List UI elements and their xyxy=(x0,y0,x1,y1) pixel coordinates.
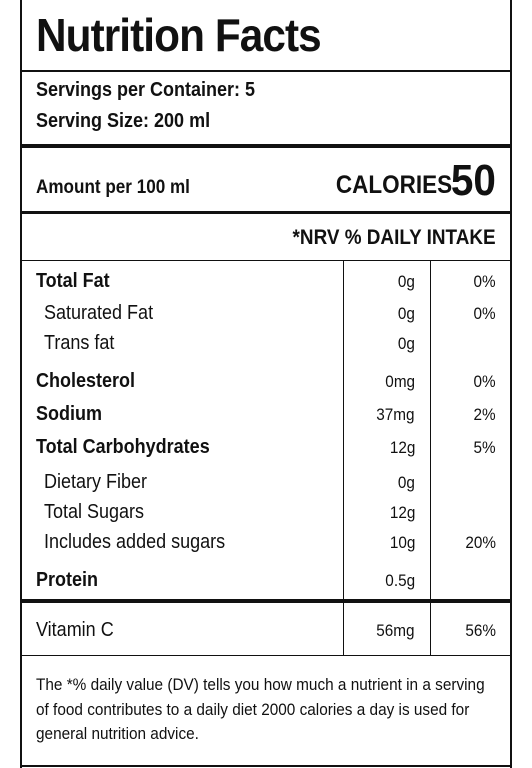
nutrient-name: Saturated Fat xyxy=(44,302,154,324)
footnote-line: of food contributes to a daily diet 2000… xyxy=(36,700,470,719)
nutrient-amount: 12g xyxy=(389,438,415,457)
calories-label: CALORIES xyxy=(335,171,452,199)
nutrient-row: Total Sugars 12g xyxy=(22,501,510,529)
thick-divider xyxy=(22,144,510,148)
divider xyxy=(22,211,510,214)
nutrient-name: Sodium xyxy=(36,403,103,425)
nrv-header: *NRV % DAILY INTAKE xyxy=(292,226,496,249)
nutrient-amount: 37mg xyxy=(376,405,415,424)
nutrient-name: Total Carbohydrates xyxy=(36,436,210,458)
nutrient-dv: 0% xyxy=(473,304,496,323)
nutrient-name: Cholesterol xyxy=(36,370,136,392)
footnote: The *% daily value (DV) tells you how mu… xyxy=(36,673,485,747)
footnote-line: general nutrition advice. xyxy=(36,725,199,743)
nutrient-dv: 0% xyxy=(473,272,496,291)
nutrient-name: Trans fat xyxy=(44,332,115,354)
vitamin-dv: 56% xyxy=(465,621,496,640)
nutrient-name: Protein xyxy=(36,569,99,591)
nutrient-row: Includes added sugars 10g 20% xyxy=(22,531,510,559)
nutrition-label: Nutrition Facts Servings per Container: … xyxy=(20,0,512,768)
serving-size: Serving Size: 200 ml xyxy=(36,110,211,132)
calories-value: 50 xyxy=(450,156,496,205)
nutrient-amount: 10g xyxy=(389,533,415,552)
nutrient-name: Total Fat xyxy=(36,270,110,292)
nutrient-row: Dietary Fiber 0g xyxy=(22,471,510,499)
nutrient-row: Total Carbohydrates 12g 5% xyxy=(22,436,510,464)
nutrient-row: Saturated Fat 0g 0% xyxy=(22,302,510,330)
divider xyxy=(22,655,510,656)
nutrient-amount: 0g xyxy=(397,473,415,492)
nutrient-row: Total Fat 0g 0% xyxy=(22,270,510,298)
nutrient-dv: 2% xyxy=(473,405,496,424)
nutrient-name: Total Sugars xyxy=(44,501,145,523)
nutrient-row: Cholesterol 0mg 0% xyxy=(22,370,510,398)
nutrient-dv: 5% xyxy=(473,438,496,457)
column-divider xyxy=(430,261,431,656)
divider xyxy=(22,765,510,767)
nutrient-name: Dietary Fiber xyxy=(44,471,148,493)
nutrient-amount: 0g xyxy=(397,272,415,291)
amount-per: Amount per 100 ml xyxy=(36,177,190,198)
nutrient-amount: 0g xyxy=(397,334,415,353)
servings-per-container: Servings per Container: 5 xyxy=(36,79,256,101)
nutrient-dv: 0% xyxy=(473,372,496,391)
vitamin-name: Vitamin C xyxy=(36,619,114,641)
nutrient-dv: 20% xyxy=(465,533,496,552)
label-title: Nutrition Facts xyxy=(36,9,322,61)
vitamin-amount: 56mg xyxy=(376,621,415,640)
nutrient-row: Trans fat 0g xyxy=(22,332,510,360)
footnote-line: The *% daily value (DV) tells you how mu… xyxy=(36,676,485,694)
nutrient-name: Includes added sugars xyxy=(44,531,226,553)
nutrient-amount: 0g xyxy=(397,304,415,323)
nutrient-row: Sodium 37mg 2% xyxy=(22,403,510,431)
divider xyxy=(22,260,510,261)
thick-divider xyxy=(22,599,510,603)
nutrient-amount: 0mg xyxy=(385,372,415,391)
vitamin-row: Vitamin C 56mg 56% xyxy=(22,619,510,647)
column-divider xyxy=(343,261,344,656)
divider xyxy=(22,70,510,72)
nutrient-row: Protein 0.5g xyxy=(22,569,510,597)
nutrient-amount: 12g xyxy=(389,503,415,522)
nutrient-amount: 0.5g xyxy=(385,571,415,590)
